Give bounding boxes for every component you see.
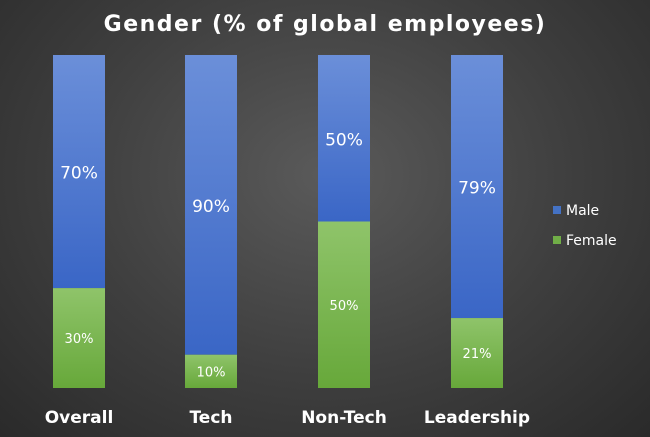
bar-male-non-tech [318, 55, 370, 222]
data-label-male: 90% [192, 197, 230, 217]
data-label-male: 50% [325, 130, 363, 150]
legend: Male Female [553, 203, 617, 249]
legend-label-female: Female [566, 233, 617, 249]
bar-female-overall [53, 288, 105, 388]
legend-swatch-male [553, 206, 561, 214]
bar-female-non-tech [318, 221, 370, 388]
data-label-female: 50% [330, 299, 359, 314]
x-tick-label: Leadership [424, 408, 530, 428]
bar-male-tech [185, 55, 237, 355]
bar-female-tech [185, 354, 237, 388]
legend-label-male: Male [566, 203, 599, 219]
chart-title: Gender (% of global employees) [104, 12, 547, 37]
data-label-female: 30% [65, 332, 94, 347]
x-tick-label: Tech [189, 408, 232, 428]
x-tick-label: Overall [45, 408, 114, 428]
bar-male-leadership [451, 55, 503, 319]
x-tick-label: Non-Tech [301, 408, 387, 428]
data-label-female: 10% [197, 365, 226, 380]
bar-female-leadership [451, 318, 503, 388]
bar-male-overall [53, 55, 105, 289]
data-label-male: 79% [458, 179, 496, 199]
data-label-male: 70% [60, 164, 98, 184]
data-label-female: 21% [463, 347, 492, 362]
legend-swatch-female [553, 236, 561, 244]
